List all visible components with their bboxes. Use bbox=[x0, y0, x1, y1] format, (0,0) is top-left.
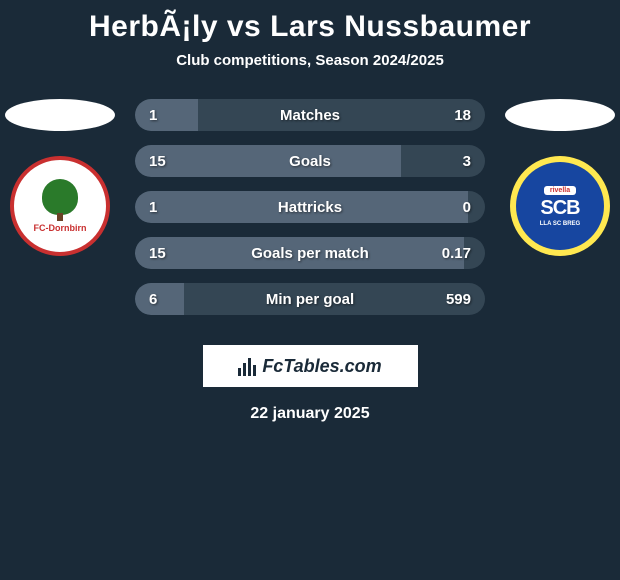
stat-value-right: 599 bbox=[446, 291, 471, 308]
right-club-top: rivella bbox=[544, 186, 576, 195]
stats-column: 1Matches18 15Goals3 1Hattricks0 15Goals per… bbox=[135, 99, 485, 329]
stat-label: Goals per match bbox=[135, 245, 485, 262]
date-text: 22 january 2025 bbox=[0, 405, 620, 423]
tree-icon bbox=[42, 179, 78, 215]
right-club-badge: rivella SCB LLA SC BREG bbox=[510, 156, 610, 256]
left-club-name: FC-Dornbirn bbox=[34, 223, 87, 233]
left-badge-inner: FC-Dornbirn bbox=[34, 179, 87, 233]
stat-value-right: 0.17 bbox=[442, 245, 471, 262]
footer-brand-text: FcTables.com bbox=[262, 356, 381, 377]
right-badge-inner: rivella SCB LLA SC BREG bbox=[516, 162, 604, 250]
stat-label: Min per goal bbox=[135, 291, 485, 308]
subtitle: Club competitions, Season 2024/2025 bbox=[0, 52, 620, 99]
left-club-badge: FC-Dornbirn bbox=[10, 156, 110, 256]
right-profile-placeholder bbox=[505, 99, 615, 131]
right-club-bottom: LLA SC BREG bbox=[540, 221, 580, 227]
stat-bar: 15Goals per match0.17 bbox=[135, 237, 485, 269]
left-profile-placeholder bbox=[5, 99, 115, 131]
stat-label: Matches bbox=[135, 107, 485, 124]
right-club-main: SCB bbox=[540, 197, 579, 220]
stat-value-right: 0 bbox=[463, 199, 471, 216]
bar-chart-icon bbox=[238, 356, 256, 376]
stat-bar: 1Matches18 bbox=[135, 99, 485, 131]
stat-value-right: 18 bbox=[454, 107, 471, 124]
stat-bar: 6Min per goal599 bbox=[135, 283, 485, 315]
main-row: FC-Dornbirn 1Matches18 15Goals3 1Hattricks… bbox=[0, 99, 620, 329]
left-player-column: FC-Dornbirn bbox=[0, 99, 120, 256]
right-player-column: rivella SCB LLA SC BREG bbox=[500, 99, 620, 256]
page-title: HerbÃ¡ly vs Lars Nussbaumer bbox=[0, 0, 620, 52]
stat-label: Goals bbox=[135, 153, 485, 170]
footer-brand-box: FcTables.com bbox=[203, 345, 418, 387]
stat-label: Hattricks bbox=[135, 199, 485, 216]
stat-bar: 1Hattricks0 bbox=[135, 191, 485, 223]
stat-bar: 15Goals3 bbox=[135, 145, 485, 177]
stat-value-right: 3 bbox=[463, 153, 471, 170]
comparison-infographic: HerbÃ¡ly vs Lars Nussbaumer Club competi… bbox=[0, 0, 620, 423]
